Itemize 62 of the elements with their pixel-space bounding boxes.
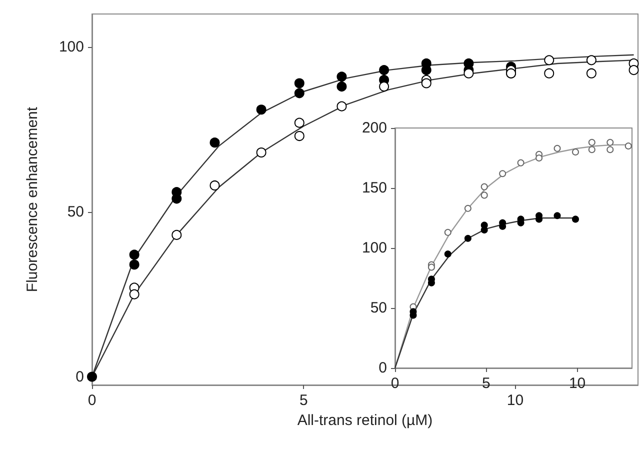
- point: [606, 146, 614, 154]
- y-tick-label: 0: [378, 360, 387, 376]
- point: [544, 68, 554, 78]
- point: [129, 250, 140, 260]
- point: [421, 78, 432, 88]
- point: [421, 65, 432, 76]
- point: [428, 264, 435, 271]
- point: [210, 138, 220, 148]
- y-tick-label: 200: [362, 120, 387, 136]
- y-tick-label: 100: [362, 240, 387, 256]
- x-axis-title: All-trans retinol (µM): [297, 412, 433, 429]
- point: [480, 192, 488, 199]
- point: [572, 216, 579, 223]
- point: [379, 82, 390, 92]
- x-tick-label: 5: [299, 392, 308, 409]
- point: [294, 88, 304, 98]
- y-tick-label: 100: [58, 38, 84, 56]
- point: [586, 55, 596, 66]
- point: [172, 194, 182, 204]
- point: [480, 226, 488, 234]
- point: [294, 78, 304, 88]
- point: [588, 138, 596, 146]
- y-axis-title: Fluorescence enhancement: [24, 106, 41, 292]
- point: [517, 159, 524, 166]
- point: [294, 118, 304, 128]
- point: [480, 183, 488, 190]
- point: [129, 289, 140, 300]
- point: [379, 65, 390, 76]
- point: [87, 372, 97, 382]
- point: [464, 204, 472, 212]
- point: [628, 65, 639, 76]
- y-tick-label: 150: [362, 180, 387, 196]
- y-tick-label: 50: [67, 203, 84, 220]
- point: [464, 68, 474, 78]
- point: [444, 228, 452, 236]
- point: [294, 131, 304, 142]
- point: [624, 142, 632, 150]
- point: [256, 104, 266, 115]
- x-tick-label: 5: [482, 375, 490, 392]
- point: [554, 144, 561, 152]
- point: [499, 170, 506, 178]
- y-tick-label: 50: [370, 300, 387, 316]
- point: [536, 154, 543, 162]
- point: [444, 250, 452, 258]
- x-tick-label: 0: [390, 375, 400, 392]
- point: [544, 55, 554, 66]
- point: [336, 72, 347, 82]
- point: [606, 138, 614, 146]
- x-tick-label: 0: [88, 392, 96, 409]
- point: [588, 146, 596, 154]
- x-tick-label: 10: [568, 375, 586, 392]
- point: [554, 212, 561, 220]
- point: [172, 230, 182, 240]
- point: [336, 101, 347, 112]
- point: [210, 180, 220, 190]
- point: [464, 234, 472, 242]
- point: [572, 148, 579, 156]
- point: [336, 82, 347, 92]
- x-tick-label: 10: [506, 392, 524, 409]
- point: [256, 148, 266, 158]
- point: [129, 260, 140, 270]
- point: [586, 68, 596, 78]
